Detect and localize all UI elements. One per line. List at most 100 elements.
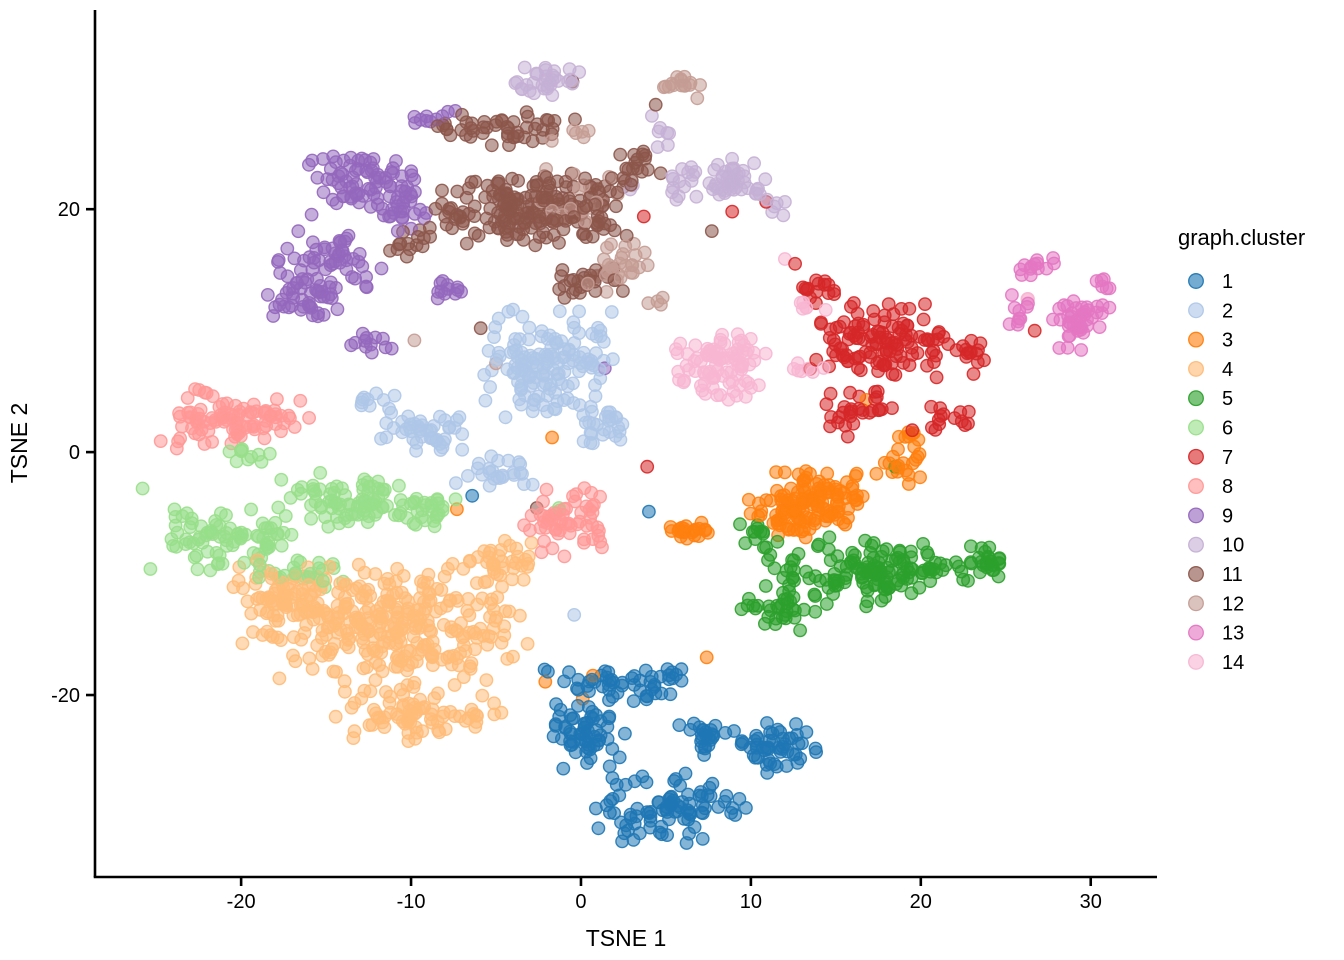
data-point-cluster-8	[593, 534, 608, 549]
data-point-cluster-1	[793, 751, 808, 766]
data-point-cluster-5	[793, 623, 807, 638]
legend-item-label: 12	[1222, 593, 1244, 615]
data-point-cluster-4	[524, 536, 539, 550]
data-point-cluster-9	[260, 287, 275, 302]
data-point-cluster-8	[193, 402, 208, 417]
data-point-cluster-11	[479, 211, 494, 226]
data-point-cluster-4	[447, 678, 462, 692]
data-point-cluster-7	[1027, 323, 1042, 338]
data-point-cluster-1	[618, 726, 632, 741]
data-point-cluster-2	[595, 427, 610, 442]
data-point-cluster-4	[301, 578, 316, 593]
data-point-cluster-7	[843, 325, 858, 340]
data-point-cluster-1	[695, 798, 710, 812]
data-point-cluster-11	[603, 184, 617, 199]
data-point-cluster-7	[843, 405, 857, 420]
data-point-cluster-1	[673, 800, 688, 815]
data-point-cluster-10	[651, 124, 666, 139]
data-point-cluster-8	[545, 541, 560, 556]
data-point-cluster-1	[809, 745, 823, 759]
data-point-cluster-2	[550, 394, 565, 408]
data-point-cluster-2	[506, 302, 520, 317]
data-point-cluster-8	[219, 396, 234, 411]
data-point-cluster-5	[776, 571, 791, 585]
data-point-cluster-2	[556, 350, 571, 365]
data-point-cluster-4	[363, 684, 378, 699]
data-point-cluster-1	[585, 672, 599, 687]
data-point-cluster-12	[581, 123, 596, 138]
data-point-cluster-8	[562, 526, 577, 541]
data-point-cluster-5	[949, 555, 963, 570]
data-point-cluster-6	[283, 490, 298, 505]
data-point-cluster-1	[614, 815, 628, 830]
legend-item-label: 13	[1222, 623, 1244, 645]
data-point-cluster-6	[418, 513, 432, 528]
data-point-cluster-7	[819, 397, 834, 412]
data-point-cluster-9	[343, 180, 357, 195]
data-point-cluster-4	[494, 635, 509, 650]
data-point-cluster-9	[365, 161, 380, 176]
data-point-cluster-11	[704, 224, 719, 239]
data-point-cluster-14	[697, 376, 712, 391]
data-point-cluster-4	[268, 583, 283, 598]
data-point-cluster-5	[830, 578, 845, 593]
data-point-cluster-4	[286, 630, 301, 644]
data-point-cluster-6	[143, 562, 158, 576]
data-point-cluster-9	[384, 341, 399, 356]
data-point-cluster-7	[829, 348, 843, 363]
data-point-cluster-4	[345, 583, 360, 597]
data-point-cluster-7	[725, 204, 740, 219]
legend-item-1: 1	[1188, 271, 1233, 293]
data-point-cluster-2	[357, 390, 371, 405]
data-point-cluster-8	[537, 515, 551, 529]
legend-item-label: 2	[1222, 300, 1233, 322]
data-point-cluster-12	[600, 240, 614, 255]
data-point-cluster-3	[831, 512, 846, 527]
legend-item-label: 14	[1222, 652, 1244, 674]
data-point-cluster-1	[626, 694, 641, 708]
data-point-cluster-6	[244, 502, 259, 517]
data-point-cluster-7	[796, 280, 810, 295]
x-tick-label: -10	[397, 891, 426, 913]
data-point-cluster-9	[351, 254, 366, 269]
data-point-cluster-2	[382, 401, 396, 416]
data-point-cluster-2	[567, 336, 582, 350]
data-point-cluster-2	[540, 349, 555, 363]
data-point-cluster-1	[702, 780, 717, 795]
data-point-cluster-14	[717, 336, 732, 351]
data-point-cluster-4	[421, 618, 436, 633]
data-point-cluster-14	[795, 301, 810, 316]
data-point-cluster-11	[568, 282, 583, 297]
legend-item-7: 7	[1188, 447, 1233, 469]
data-point-cluster-5	[933, 556, 948, 571]
data-point-cluster-9	[383, 179, 397, 194]
data-point-cluster-11	[557, 290, 572, 305]
data-point-cluster-5	[808, 569, 823, 584]
data-point-cluster-9	[374, 261, 389, 276]
data-point-cluster-8	[302, 410, 316, 425]
legend-swatch-11	[1188, 566, 1204, 582]
data-point-cluster-6	[262, 540, 276, 555]
data-point-cluster-9	[313, 278, 328, 293]
data-point-cluster-12	[544, 133, 559, 148]
data-point-cluster-6	[278, 509, 293, 523]
data-point-cluster-8	[192, 427, 206, 442]
data-point-cluster-11	[479, 120, 494, 135]
data-point-cluster-7	[941, 337, 956, 351]
ticks-layer: -20 -10 0 10 20 30 -20 0 20	[51, 199, 1102, 913]
data-point-cluster-12	[580, 276, 595, 291]
data-point-cluster-8	[293, 393, 308, 408]
data-point-cluster-1	[605, 689, 620, 704]
data-point-cluster-6	[235, 442, 249, 456]
data-point-cluster-4	[390, 600, 405, 615]
data-point-cluster-9	[311, 306, 325, 321]
data-point-cluster-7	[636, 209, 651, 224]
data-point-cluster-6	[222, 444, 237, 459]
data-point-cluster-14	[752, 378, 766, 393]
data-point-cluster-8	[577, 535, 591, 550]
data-point-cluster-6	[375, 500, 390, 515]
data-point-cluster-12	[625, 258, 640, 273]
data-point-cluster-6	[238, 527, 253, 542]
data-point-cluster-5	[846, 553, 861, 568]
